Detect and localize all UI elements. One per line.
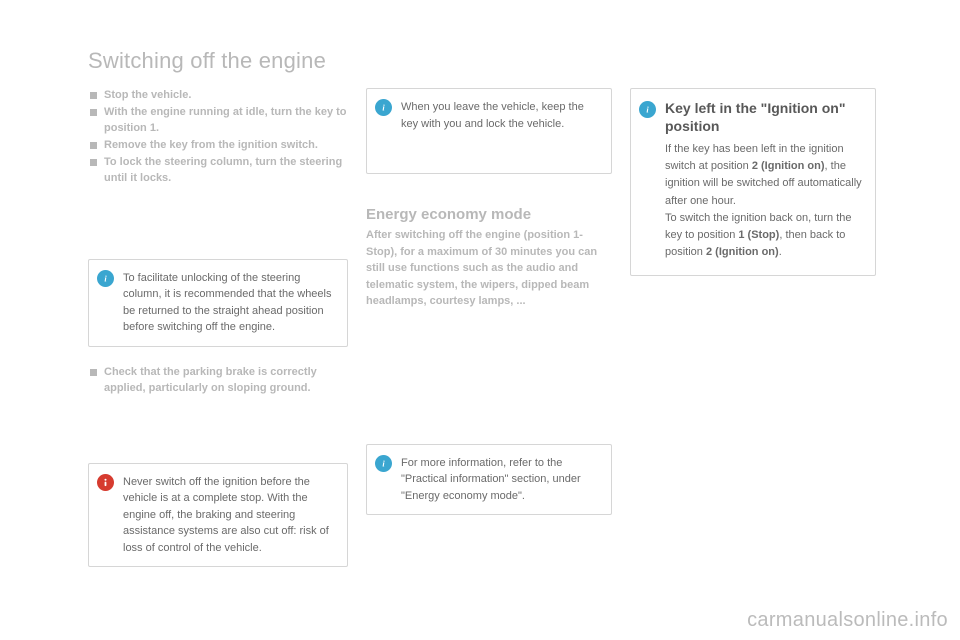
- svg-text:i: i: [104, 274, 107, 283]
- svg-text:i: i: [646, 105, 649, 114]
- column-1: Stop the vehicle. With the engine runnin…: [88, 88, 348, 567]
- page-title: Switching off the engine: [88, 48, 900, 74]
- info-icon: i: [375, 455, 392, 472]
- callout-text: When you leave the vehicle, keep the key…: [401, 101, 584, 130]
- energy-section: Energy economy mode After switching off …: [366, 206, 612, 310]
- svg-text:i: i: [382, 459, 385, 468]
- key-left-box: i Key left in the "Ignition on" position…: [630, 88, 876, 276]
- info-icon: i: [97, 270, 114, 287]
- callout-text: Never switch off the ignition before the…: [123, 476, 329, 554]
- columns: Stop the vehicle. With the engine runnin…: [88, 88, 900, 567]
- bullets-group-b: Check that the parking brake is correctl…: [88, 365, 348, 397]
- column-2: i When you leave the vehicle, keep the k…: [366, 88, 612, 567]
- column-3: i Key left in the "Ignition on" position…: [630, 88, 876, 567]
- callout-text: For more information, refer to the "Prac…: [401, 457, 581, 502]
- watermark: carmanualsonline.info: [747, 609, 948, 632]
- svg-text:i: i: [382, 103, 385, 112]
- key-box-title: Key left in the "Ignition on" position: [665, 99, 863, 135]
- callout-text: To facilitate unlocking of the steering …: [123, 272, 332, 334]
- key-box-body: If the key has been left in the ignition…: [665, 141, 863, 260]
- bullet-item: To lock the steering column, turn the st…: [88, 155, 348, 187]
- callout-warning: Never switch off the ignition before the…: [88, 463, 348, 568]
- callout-keep-key: i When you leave the vehicle, keep the k…: [366, 88, 612, 174]
- bullet-item: Check that the parking brake is correctl…: [88, 365, 348, 397]
- callout-reference: i For more information, refer to the "Pr…: [366, 444, 612, 516]
- key-bold: 2 (Ignition on): [752, 160, 825, 172]
- key-text: .: [779, 246, 782, 258]
- info-icon: i: [639, 101, 656, 118]
- info-icon: i: [375, 99, 392, 116]
- bullet-item: With the engine running at idle, turn th…: [88, 105, 348, 137]
- key-bold: 1 (Stop): [738, 229, 779, 241]
- bullets-group-a: Stop the vehicle. With the engine runnin…: [88, 88, 348, 187]
- callout-steering: i To facilitate unlocking of the steerin…: [88, 259, 348, 347]
- energy-body: After switching off the engine (position…: [366, 227, 612, 310]
- bullet-item: Remove the key from the ignition switch.: [88, 138, 348, 154]
- energy-heading: Energy economy mode: [366, 206, 612, 223]
- bullet-item: Stop the vehicle.: [88, 88, 348, 104]
- key-bold: 2 (Ignition on): [706, 246, 779, 258]
- warning-icon: [97, 474, 114, 491]
